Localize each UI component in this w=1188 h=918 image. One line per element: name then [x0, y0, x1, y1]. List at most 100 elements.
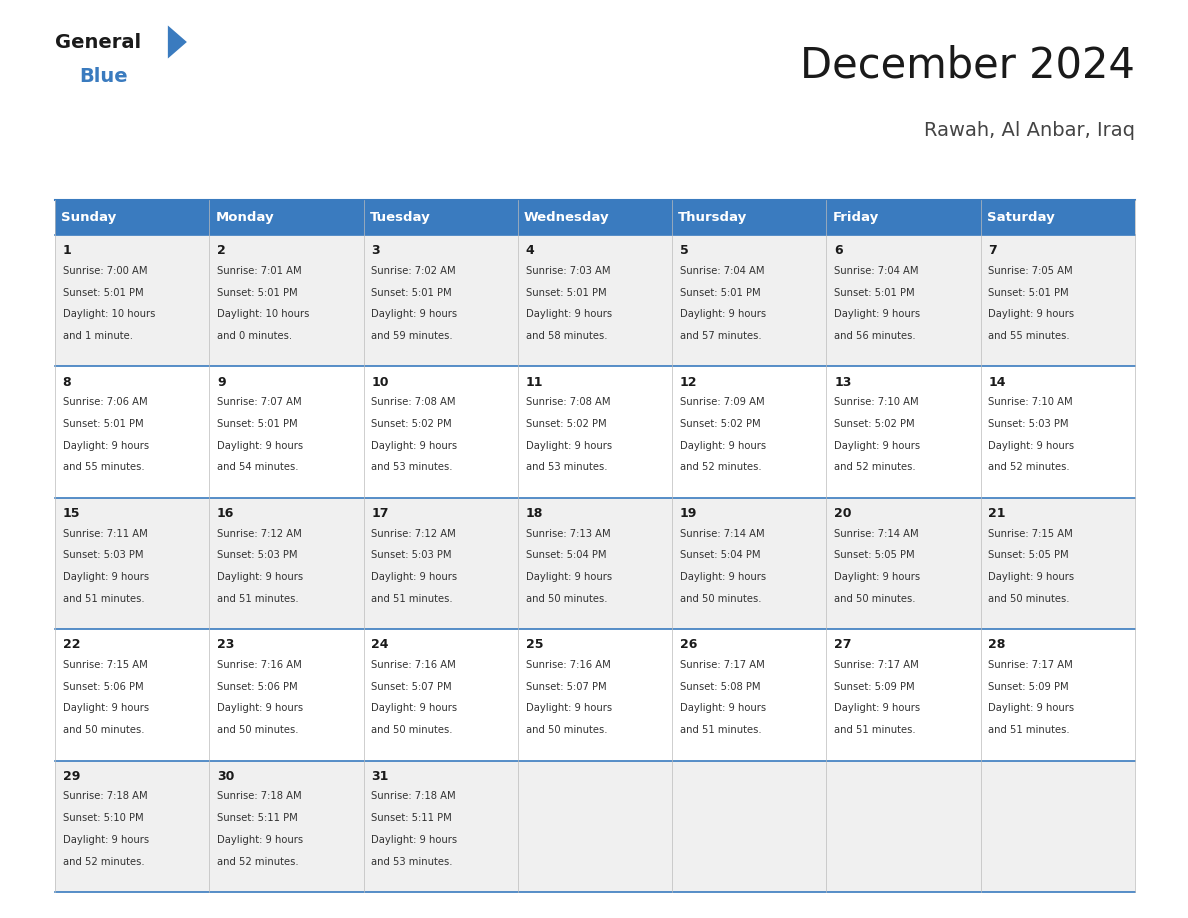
Text: Sunset: 5:03 PM: Sunset: 5:03 PM — [372, 551, 451, 560]
Text: Daylight: 9 hours: Daylight: 9 hours — [834, 703, 921, 713]
Text: Sunrise: 7:08 AM: Sunrise: 7:08 AM — [525, 397, 611, 408]
Text: and 51 minutes.: and 51 minutes. — [63, 594, 144, 604]
Text: Daylight: 9 hours: Daylight: 9 hours — [988, 309, 1075, 319]
Bar — [981, 200, 1135, 235]
Text: Sunset: 5:01 PM: Sunset: 5:01 PM — [525, 287, 606, 297]
Text: Sunset: 5:01 PM: Sunset: 5:01 PM — [988, 287, 1069, 297]
Bar — [672, 761, 827, 892]
Bar — [518, 498, 672, 629]
Text: Sunset: 5:04 PM: Sunset: 5:04 PM — [680, 551, 760, 560]
Polygon shape — [168, 26, 187, 59]
Text: Daylight: 9 hours: Daylight: 9 hours — [372, 441, 457, 451]
Text: 3: 3 — [372, 244, 380, 257]
Bar — [672, 498, 827, 629]
Text: Sunset: 5:01 PM: Sunset: 5:01 PM — [217, 419, 298, 429]
Text: Wednesday: Wednesday — [524, 211, 609, 224]
Text: Sunrise: 7:09 AM: Sunrise: 7:09 AM — [680, 397, 765, 408]
Text: 12: 12 — [680, 375, 697, 388]
Text: 1: 1 — [63, 244, 71, 257]
Text: Daylight: 9 hours: Daylight: 9 hours — [217, 441, 303, 451]
Text: and 50 minutes.: and 50 minutes. — [525, 594, 607, 604]
Text: Sunset: 5:06 PM: Sunset: 5:06 PM — [63, 682, 144, 692]
Text: and 50 minutes.: and 50 minutes. — [525, 725, 607, 735]
Text: 13: 13 — [834, 375, 852, 388]
Text: Sunset: 5:01 PM: Sunset: 5:01 PM — [217, 287, 298, 297]
Text: Sunrise: 7:04 AM: Sunrise: 7:04 AM — [834, 266, 918, 276]
Text: 17: 17 — [372, 507, 388, 520]
Text: Daylight: 9 hours: Daylight: 9 hours — [372, 703, 457, 713]
Text: Monday: Monday — [215, 211, 274, 224]
Text: and 50 minutes.: and 50 minutes. — [988, 594, 1070, 604]
Text: Sunrise: 7:15 AM: Sunrise: 7:15 AM — [988, 529, 1073, 539]
Text: Sunrise: 7:16 AM: Sunrise: 7:16 AM — [372, 660, 456, 670]
Text: Sunrise: 7:05 AM: Sunrise: 7:05 AM — [988, 266, 1073, 276]
Bar — [827, 761, 981, 892]
Text: and 50 minutes.: and 50 minutes. — [680, 594, 762, 604]
Text: Sunset: 5:03 PM: Sunset: 5:03 PM — [217, 551, 297, 560]
Text: 8: 8 — [63, 375, 71, 388]
Text: Blue: Blue — [78, 67, 127, 86]
Text: and 0 minutes.: and 0 minutes. — [217, 330, 292, 341]
Bar — [518, 629, 672, 761]
Text: Sunrise: 7:18 AM: Sunrise: 7:18 AM — [217, 791, 302, 801]
Text: and 50 minutes.: and 50 minutes. — [372, 725, 453, 735]
Text: 11: 11 — [525, 375, 543, 388]
Text: Daylight: 9 hours: Daylight: 9 hours — [988, 572, 1075, 582]
Text: 21: 21 — [988, 507, 1006, 520]
Text: and 52 minutes.: and 52 minutes. — [988, 463, 1070, 473]
Text: and 1 minute.: and 1 minute. — [63, 330, 133, 341]
Text: Sunrise: 7:17 AM: Sunrise: 7:17 AM — [834, 660, 918, 670]
Text: and 52 minutes.: and 52 minutes. — [834, 463, 916, 473]
Text: and 55 minutes.: and 55 minutes. — [988, 330, 1070, 341]
Text: Sunset: 5:05 PM: Sunset: 5:05 PM — [988, 551, 1069, 560]
Text: 26: 26 — [680, 638, 697, 652]
Text: Rawah, Al Anbar, Iraq: Rawah, Al Anbar, Iraq — [924, 120, 1135, 140]
Bar — [364, 498, 518, 629]
Text: and 59 minutes.: and 59 minutes. — [372, 330, 453, 341]
Text: Thursday: Thursday — [678, 211, 747, 224]
Bar — [827, 498, 981, 629]
Text: Sunset: 5:03 PM: Sunset: 5:03 PM — [988, 419, 1069, 429]
Text: 2: 2 — [217, 244, 226, 257]
Text: and 50 minutes.: and 50 minutes. — [217, 725, 298, 735]
Bar — [55, 366, 209, 498]
Text: Daylight: 9 hours: Daylight: 9 hours — [680, 572, 766, 582]
Text: 4: 4 — [525, 244, 535, 257]
Text: Sunrise: 7:12 AM: Sunrise: 7:12 AM — [217, 529, 302, 539]
Text: Sunset: 5:10 PM: Sunset: 5:10 PM — [63, 813, 144, 823]
Text: Sunset: 5:08 PM: Sunset: 5:08 PM — [680, 682, 760, 692]
Bar — [827, 629, 981, 761]
Text: and 51 minutes.: and 51 minutes. — [372, 594, 453, 604]
Text: Saturday: Saturday — [987, 211, 1055, 224]
Bar — [827, 366, 981, 498]
Text: Sunset: 5:04 PM: Sunset: 5:04 PM — [525, 551, 606, 560]
Bar — [209, 200, 364, 235]
Text: 31: 31 — [372, 770, 388, 783]
Bar — [981, 761, 1135, 892]
Text: Sunset: 5:01 PM: Sunset: 5:01 PM — [680, 287, 760, 297]
Text: Sunrise: 7:11 AM: Sunrise: 7:11 AM — [63, 529, 147, 539]
Bar — [518, 366, 672, 498]
Text: and 53 minutes.: and 53 minutes. — [525, 463, 607, 473]
Bar — [209, 498, 364, 629]
Text: Daylight: 9 hours: Daylight: 9 hours — [372, 834, 457, 845]
Bar — [672, 235, 827, 366]
Bar — [981, 235, 1135, 366]
Bar — [518, 761, 672, 892]
Text: Sunset: 5:02 PM: Sunset: 5:02 PM — [680, 419, 760, 429]
Text: Sunrise: 7:02 AM: Sunrise: 7:02 AM — [372, 266, 456, 276]
Text: Daylight: 10 hours: Daylight: 10 hours — [217, 309, 309, 319]
Text: Sunset: 5:09 PM: Sunset: 5:09 PM — [988, 682, 1069, 692]
Bar — [55, 629, 209, 761]
Text: Sunset: 5:02 PM: Sunset: 5:02 PM — [834, 419, 915, 429]
Text: Daylight: 9 hours: Daylight: 9 hours — [525, 572, 612, 582]
Text: Sunrise: 7:10 AM: Sunrise: 7:10 AM — [834, 397, 918, 408]
Text: Sunrise: 7:18 AM: Sunrise: 7:18 AM — [372, 791, 456, 801]
Bar — [55, 498, 209, 629]
Text: and 53 minutes.: and 53 minutes. — [372, 856, 453, 867]
Bar — [364, 235, 518, 366]
Text: 28: 28 — [988, 638, 1006, 652]
Text: Sunset: 5:09 PM: Sunset: 5:09 PM — [834, 682, 915, 692]
Bar — [672, 629, 827, 761]
Text: 22: 22 — [63, 638, 81, 652]
